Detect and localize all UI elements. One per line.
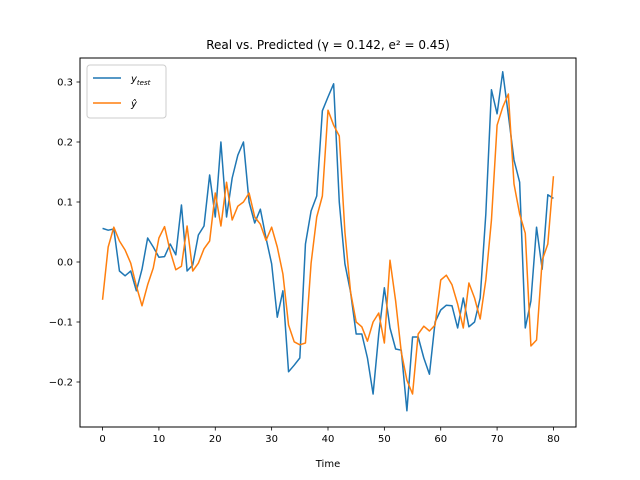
y-tick-label: 0.0 (57, 258, 73, 269)
x-axis: 0 10 20 30 40 50 60 70 80 (99, 427, 560, 445)
legend: ytest ŷ (86, 64, 167, 119)
x-tick-label: 80 (547, 434, 560, 445)
series-line-y-test (102, 71, 554, 412)
legend-label-y-test-subscript: test (137, 79, 151, 87)
y-tick-label: 0.3 (57, 78, 73, 89)
x-tick-label: 30 (265, 434, 278, 445)
x-axis-title: Time (315, 459, 340, 470)
y-tick-label: −0.2 (49, 378, 73, 389)
series-line-y-hat (101, 93, 555, 395)
x-tick-label: 0 (99, 434, 105, 445)
legend-label-y-hat: ŷ (130, 98, 138, 110)
y-axis: −0.2 −0.1 0.0 0.1 0.2 0.3 (49, 78, 80, 389)
y-tick-label: 0.1 (57, 198, 73, 209)
y-tick-label: −0.1 (49, 318, 73, 329)
chart-title: Real vs. Predicted (γ = 0.142, e² = 0.45… (206, 38, 450, 52)
series-layer (101, 71, 555, 412)
x-tick-label: 10 (153, 434, 166, 445)
x-tick-label: 40 (322, 434, 335, 445)
x-tick-label: 20 (209, 434, 222, 445)
legend-box (86, 64, 167, 119)
x-tick-label: 60 (434, 434, 447, 445)
x-tick-label: 70 (491, 434, 504, 445)
x-tick-label: 50 (378, 434, 391, 445)
y-tick-label: 0.2 (57, 138, 73, 149)
